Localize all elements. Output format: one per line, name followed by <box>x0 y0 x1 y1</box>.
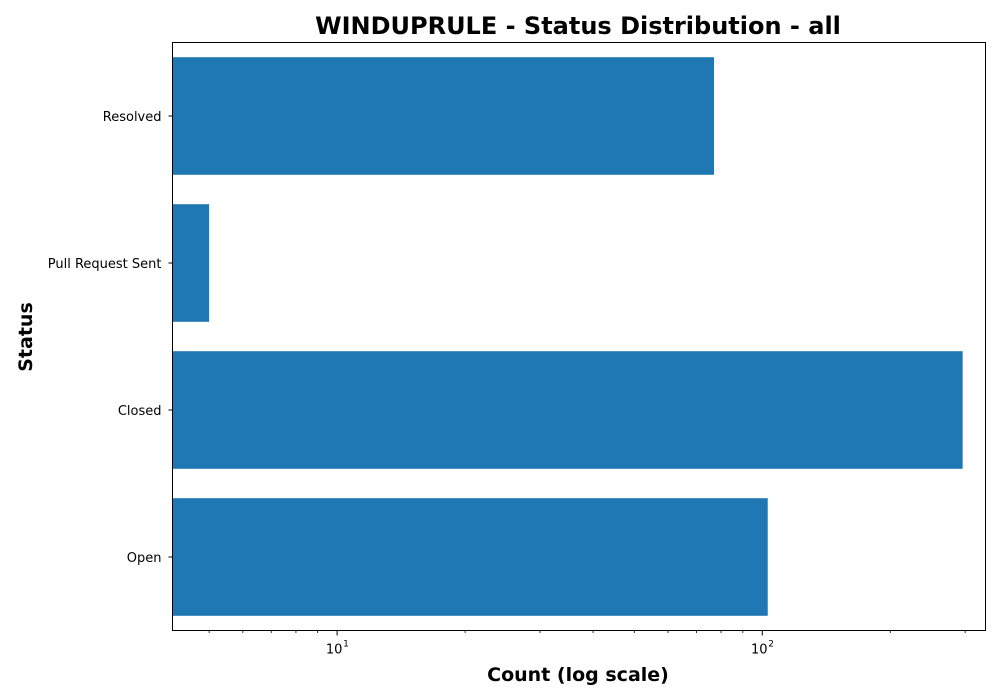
bar-closed <box>172 351 963 469</box>
x-axis-label: Count (log scale) <box>487 664 669 686</box>
bar-pull-request-sent <box>172 204 210 322</box>
x-tick-exponent: 2 <box>768 640 774 650</box>
y-tick-label: Closed <box>118 404 162 419</box>
y-tick-label: Open <box>127 551 162 566</box>
y-tick-label: Resolved <box>103 110 162 125</box>
x-tick-exponent: 1 <box>343 640 349 650</box>
x-tick-label: 10 <box>326 643 343 658</box>
bar-open <box>172 498 768 616</box>
y-tick-label: Pull Request Sent <box>48 257 162 272</box>
chart-title: WINDUPRULE - Status Distribution - all <box>315 12 841 40</box>
y-axis-label: Status <box>15 302 37 372</box>
bar-resolved <box>172 57 715 175</box>
plot-frame <box>172 42 986 631</box>
bars-layer <box>172 57 963 616</box>
x-tick-label: 10 <box>751 643 768 658</box>
